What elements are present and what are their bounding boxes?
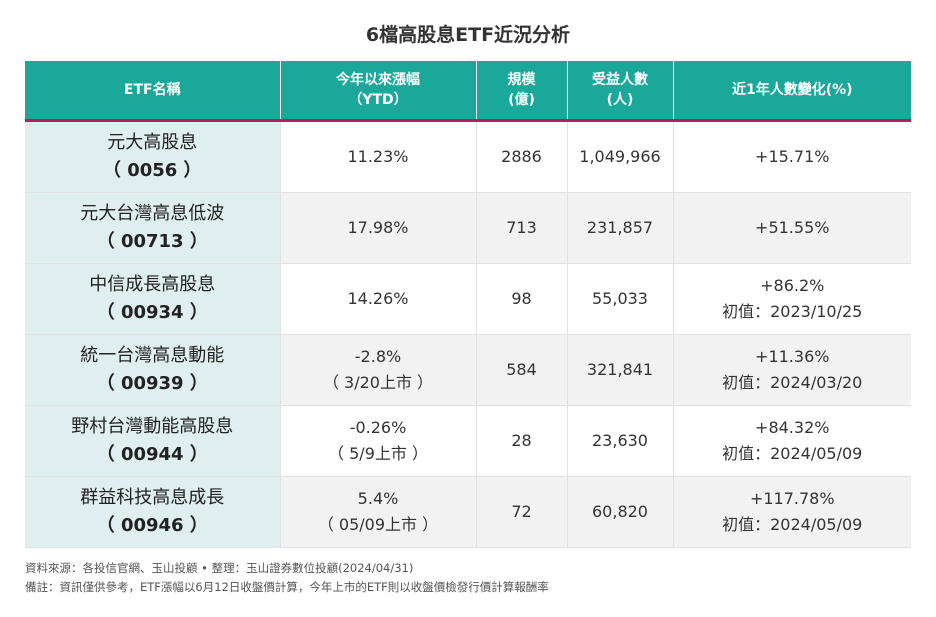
ytd-cell: -2.8% （ 3/20上市 ）	[280, 334, 477, 406]
table-row: 統一台灣高息動能 （ 00939 ） -2.8% （ 3/20上市 ） 584 …	[25, 334, 911, 406]
header-scale: 規模 (億)	[476, 61, 568, 122]
etf-name-cell: 元大高股息 （ 0056 ）	[25, 120, 281, 193]
table-row: 元大高股息 （ 0056 ） 11.23% 2886 1,049,966 +15…	[25, 120, 911, 193]
holder-change-cell: +15.71%	[673, 120, 911, 193]
etf-name-cell: 統一台灣高息動能 （ 00939 ）	[25, 334, 281, 406]
table-header-row: ETF名稱 今年以來漲幅 （YTD） 規模 (億) 受益人數 (人) 近1年人數…	[25, 61, 911, 122]
page-title: 6檔高股息ETF近況分析	[365, 24, 571, 46]
header-holders: 受益人數 (人)	[567, 61, 674, 122]
ytd-cell: 11.23%	[280, 120, 477, 193]
holders-cell: 60,820	[567, 476, 674, 548]
etf-comparison-table: ETF名稱 今年以來漲幅 （YTD） 規模 (億) 受益人數 (人) 近1年人數…	[25, 61, 911, 548]
ytd-cell: 17.98%	[280, 192, 477, 264]
ytd-cell: -0.26% （ 5/9上市 ）	[280, 405, 477, 477]
header-ytd: 今年以來漲幅 （YTD）	[280, 61, 477, 122]
holder-change-cell: +84.32% 初值：2024/05/09	[673, 405, 911, 477]
header-etf-name: ETF名稱	[25, 61, 281, 122]
holder-change-cell: +86.2% 初值：2023/10/25	[673, 263, 911, 335]
scale-cell: 28	[476, 405, 568, 477]
holders-cell: 1,049,966	[567, 120, 674, 193]
holders-cell: 55,033	[567, 263, 674, 335]
holder-change-cell: +11.36% 初值：2024/03/20	[673, 334, 911, 406]
holder-change-cell: +117.78% 初值：2024/05/09	[673, 476, 911, 548]
scale-cell: 98	[476, 263, 568, 335]
scale-cell: 584	[476, 334, 568, 406]
table-row: 中信成長高股息 （ 00934 ） 14.26% 98 55,033 +86.2…	[25, 263, 911, 335]
scale-cell: 2886	[476, 120, 568, 193]
header-holder-change: 近1年人數變化(%)	[673, 61, 911, 122]
source-note: 資料來源：各投信官網、玉山投顧 • 整理：玉山證券數位投顧(2024/04/31…	[25, 561, 414, 575]
etf-name-cell: 中信成長高股息 （ 00934 ）	[25, 263, 281, 335]
remark-note: 備註：資訊僅供參考，ETF漲幅以6月12日收盤價計算，今年上市的ETF則以收盤價…	[25, 580, 549, 594]
etf-name-cell: 群益科技高息成長 （ 00946 ）	[25, 476, 281, 548]
ytd-cell: 14.26%	[280, 263, 477, 335]
holder-change-cell: +51.55%	[673, 192, 911, 264]
holders-cell: 231,857	[567, 192, 674, 264]
scale-cell: 72	[476, 476, 568, 548]
etf-name-cell: 元大台灣高息低波 （ 00713 ）	[25, 192, 281, 264]
holders-cell: 23,630	[567, 405, 674, 477]
footnotes: 資料來源：各投信官網、玉山投顧 • 整理：玉山證券數位投顧(2024/04/31…	[25, 559, 549, 597]
etf-name-cell: 野村台灣動能高股息 （ 00944 ）	[25, 405, 281, 477]
table-row: 元大台灣高息低波 （ 00713 ） 17.98% 713 231,857 +5…	[25, 192, 911, 264]
table-row: 野村台灣動能高股息 （ 00944 ） -0.26% （ 5/9上市 ） 28 …	[25, 405, 911, 477]
scale-cell: 713	[476, 192, 568, 264]
ytd-cell: 5.4% （ 05/09上市 ）	[280, 476, 477, 548]
table-row: 群益科技高息成長 （ 00946 ） 5.4% （ 05/09上市 ） 72 6…	[25, 476, 911, 548]
holders-cell: 321,841	[567, 334, 674, 406]
